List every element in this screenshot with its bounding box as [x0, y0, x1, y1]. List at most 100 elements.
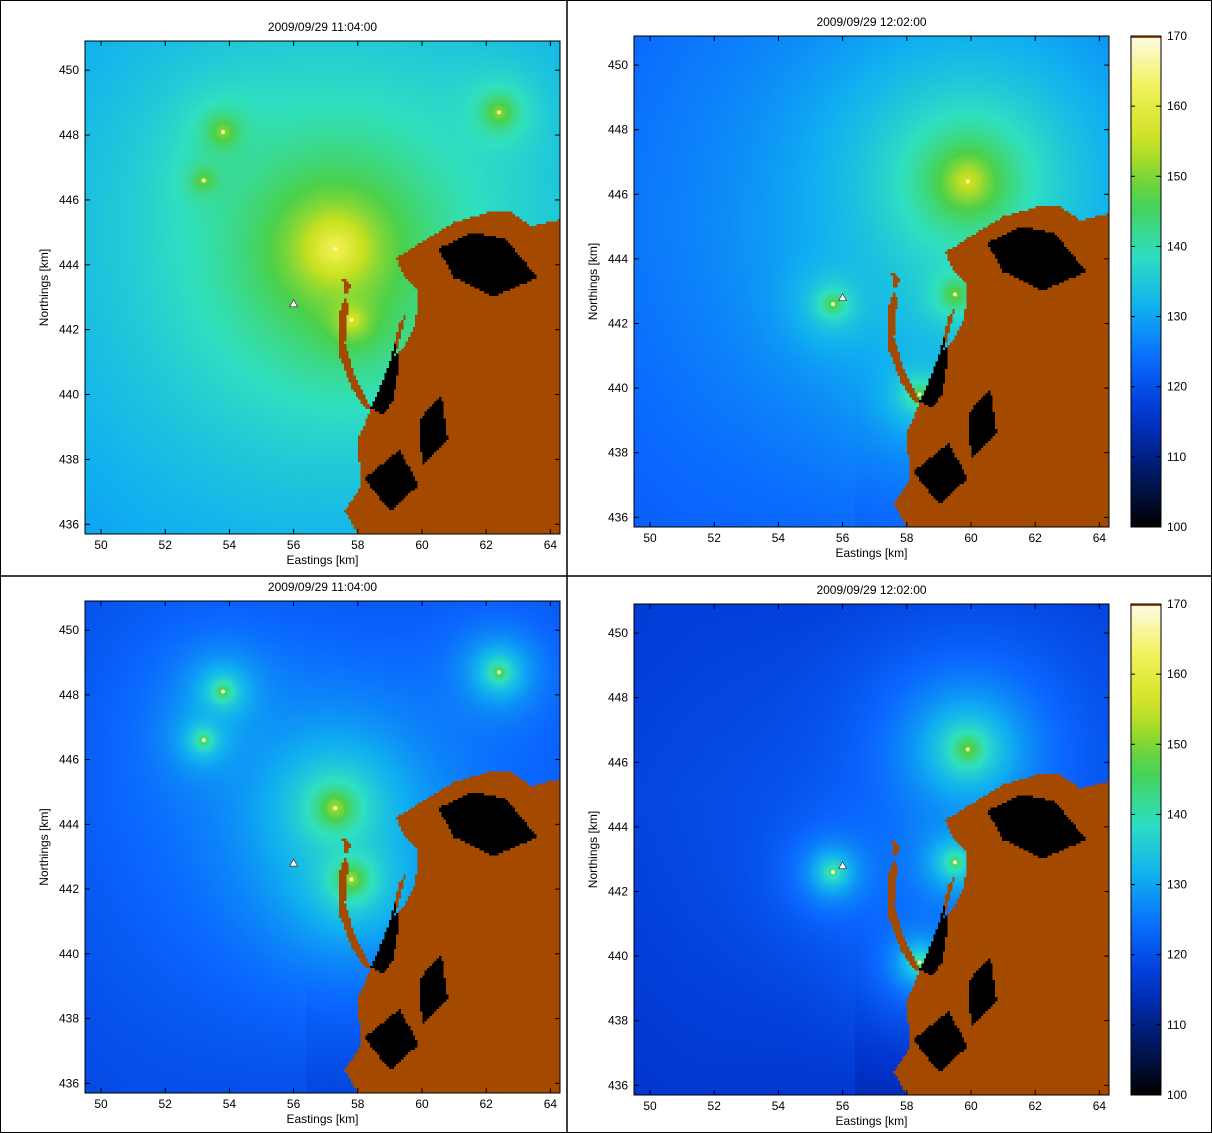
y-axis-label: Northings [km]	[37, 808, 51, 885]
colorbar-tick-label: 100	[1167, 1088, 1187, 1102]
y-tick-label: 442	[59, 323, 79, 337]
x-tick-label: 56	[287, 538, 301, 552]
x-tick-label: 58	[351, 538, 365, 552]
x-tick-label: 56	[836, 1099, 850, 1113]
chart-title: 2009/09/29 12:02:00	[816, 583, 926, 597]
axes-frame	[84, 600, 561, 1094]
x-tick-label: 50	[643, 1099, 657, 1113]
y-tick-label: 438	[608, 446, 628, 460]
x-tick-label: 54	[223, 538, 237, 552]
source-point-3	[830, 302, 835, 307]
y-tick-label: 450	[59, 623, 79, 637]
y-tick-label: 436	[59, 1076, 79, 1090]
x-tick-label: 52	[708, 531, 722, 545]
y-tick-label: 442	[59, 882, 79, 896]
heatmap-image	[634, 36, 1109, 527]
colorbar-frame	[1130, 603, 1162, 1096]
y-tick-label: 444	[59, 817, 79, 831]
source-point-2	[952, 860, 957, 865]
colorbar-tick-label: 110	[1167, 1018, 1186, 1032]
source-point-4	[917, 392, 922, 397]
y-tick-label: 440	[59, 947, 79, 961]
x-tick-label: 64	[1093, 1099, 1107, 1113]
x-tick-label: 64	[544, 1097, 558, 1111]
source-point-4	[201, 738, 206, 743]
x-tick-label: 62	[480, 538, 494, 552]
source-point-2	[349, 317, 354, 322]
y-tick-label: 444	[608, 252, 628, 266]
source-point-2	[349, 877, 354, 882]
colorbar: 100 110 120 130 140 150 160 170	[1130, 597, 1187, 1102]
heatmap-image	[634, 604, 1109, 1095]
x-axis-label: Eastings [km]	[286, 1112, 358, 1126]
source-point-5	[497, 110, 502, 115]
colorbar-tick-label: 140	[1167, 807, 1187, 821]
colorbar-tick-label: 170	[1167, 597, 1187, 611]
x-tick-label: 58	[351, 1097, 365, 1111]
x-tick-label: 64	[1093, 531, 1107, 545]
x-tick-label: 54	[772, 531, 786, 545]
x-tick-label: 52	[708, 1099, 722, 1113]
axes-frame	[633, 603, 1110, 1096]
source-point-4	[201, 178, 206, 183]
y-tick-label: 440	[59, 388, 79, 402]
y-tick-label: 436	[608, 1078, 628, 1092]
chart-title: 2009/09/29 11:04:00	[268, 580, 378, 594]
y-tick-label: 450	[608, 58, 628, 72]
x-tick-label: 52	[159, 538, 173, 552]
colorbar-gradient	[1131, 36, 1161, 527]
heatmap-image	[85, 41, 560, 534]
y-tick-label: 442	[608, 884, 628, 898]
x-axis-label: Eastings [km]	[835, 546, 907, 560]
y-tick-label: 440	[608, 381, 628, 395]
y-tick-label: 450	[608, 626, 628, 640]
y-tick-label: 448	[59, 128, 79, 142]
x-tick-label: 60	[415, 1097, 429, 1111]
chart-title: 2009/09/29 12:02:00	[816, 15, 926, 29]
source-point-5	[497, 670, 502, 675]
x-axis-label: Eastings [km]	[286, 553, 358, 567]
colorbar-tick-label: 140	[1167, 239, 1187, 253]
y-tick-label: 444	[59, 258, 79, 272]
y-tick-label: 438	[59, 1012, 79, 1026]
colorbar: 100 110 120 130 140 150 160 170	[1130, 29, 1187, 534]
x-tick-label: 64	[544, 538, 558, 552]
chart-title: 2009/09/29 11:04:00	[268, 20, 378, 34]
y-axis-label: Northings [km]	[586, 811, 600, 888]
source-point-1	[965, 179, 970, 184]
x-tick-label: 54	[772, 1099, 786, 1113]
y-tick-label: 444	[608, 820, 628, 834]
source-point-3	[221, 129, 226, 134]
x-tick-label: 54	[223, 1097, 237, 1111]
y-axis-label: Northings [km]	[586, 243, 600, 320]
y-tick-label: 448	[608, 123, 628, 137]
x-tick-label: 50	[94, 1097, 108, 1111]
x-tick-label: 58	[900, 1099, 914, 1113]
colorbar-tick-label: 100	[1167, 520, 1187, 534]
y-tick-label: 446	[608, 187, 628, 201]
source-point-3	[221, 689, 226, 694]
colorbar-land-strip	[1131, 36, 1161, 38]
heatmap-image	[85, 601, 560, 1093]
x-tick-label: 52	[159, 1097, 173, 1111]
x-tick-label: 50	[94, 538, 108, 552]
y-tick-label: 446	[59, 753, 79, 767]
x-tick-label: 62	[1029, 531, 1043, 545]
y-tick-label: 448	[59, 688, 79, 702]
y-tick-label: 442	[608, 316, 628, 330]
y-tick-label: 436	[59, 517, 79, 531]
x-tick-label: 62	[1029, 1099, 1043, 1113]
chart-panel-4: 2009/09/29 12:02:00 50 52 54 56 58 60 62 64 436 43…	[586, 583, 1187, 1128]
y-tick-label: 440	[608, 949, 628, 963]
colorbar-tick-label: 170	[1167, 29, 1187, 43]
y-tick-label: 438	[608, 1014, 628, 1028]
source-point-4	[917, 960, 922, 965]
y-tick-label: 436	[608, 510, 628, 524]
colorbar-tick-label: 160	[1167, 667, 1187, 681]
x-tick-label: 58	[900, 531, 914, 545]
colorbar-tick-label: 130	[1167, 310, 1187, 324]
colorbar-frame	[1130, 35, 1162, 528]
x-tick-label: 56	[287, 1097, 301, 1111]
y-tick-label: 448	[608, 691, 628, 705]
chart-panel-1: 2009/09/29 11:04:00 50 52 54 56 58 60 62 64 436 43…	[37, 20, 561, 567]
